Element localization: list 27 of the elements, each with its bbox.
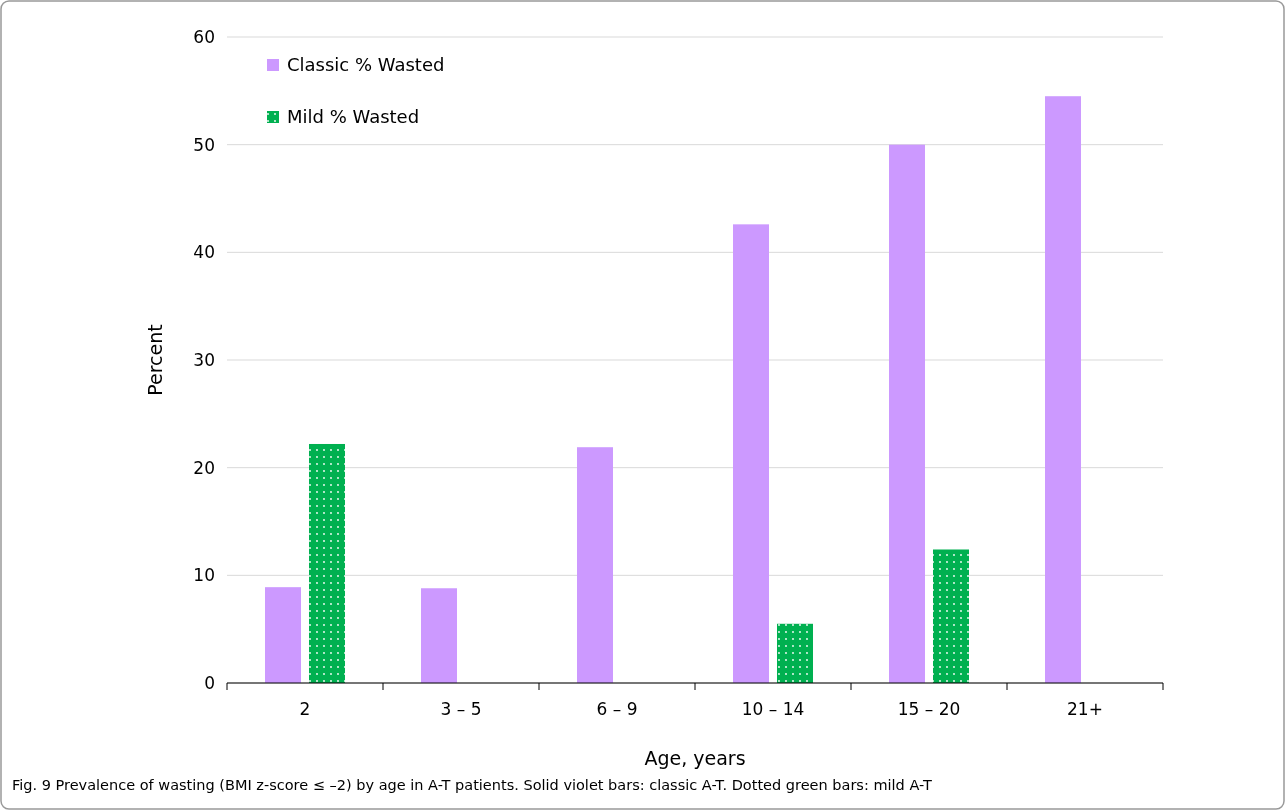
y-tick-label: 40 — [193, 242, 215, 263]
bar — [933, 549, 969, 683]
bar — [733, 224, 769, 683]
y-tick-label: 20 — [193, 457, 215, 478]
y-axis-title: Percent — [144, 324, 166, 396]
x-tick-label: 3 – 5 — [440, 699, 482, 719]
bar — [889, 144, 925, 683]
x-tick-label: 21+ — [1067, 699, 1103, 719]
bar — [309, 443, 345, 683]
legend-label: Mild % Wasted — [287, 106, 420, 128]
x-tick-label: 2 — [299, 699, 311, 719]
bar — [1045, 96, 1081, 683]
x-tick-label: 10 – 14 — [741, 699, 805, 719]
y-tick-label: 50 — [193, 134, 215, 155]
x-tick-label: 6 – 9 — [596, 699, 638, 719]
y-tick-label: 0 — [204, 672, 215, 693]
caption: Fig. 9 Prevalence of wasting (BMI z-score ≤ –2) by age in A-T patients. Solid violet bars: classic A-T. Dotted green bars: mild A-T — [12, 777, 932, 793]
bar — [421, 588, 457, 683]
bar — [265, 587, 301, 683]
y-tick-label: 10 — [193, 565, 215, 586]
x-axis-title: Age, years — [644, 747, 746, 769]
bar — [777, 623, 813, 683]
y-tick-label: 30 — [193, 349, 215, 370]
y-tick-label: 60 — [193, 26, 215, 47]
legend-label: Classic % Wasted — [287, 54, 445, 76]
bar — [577, 447, 613, 683]
x-tick-label: 15 – 20 — [897, 699, 961, 719]
